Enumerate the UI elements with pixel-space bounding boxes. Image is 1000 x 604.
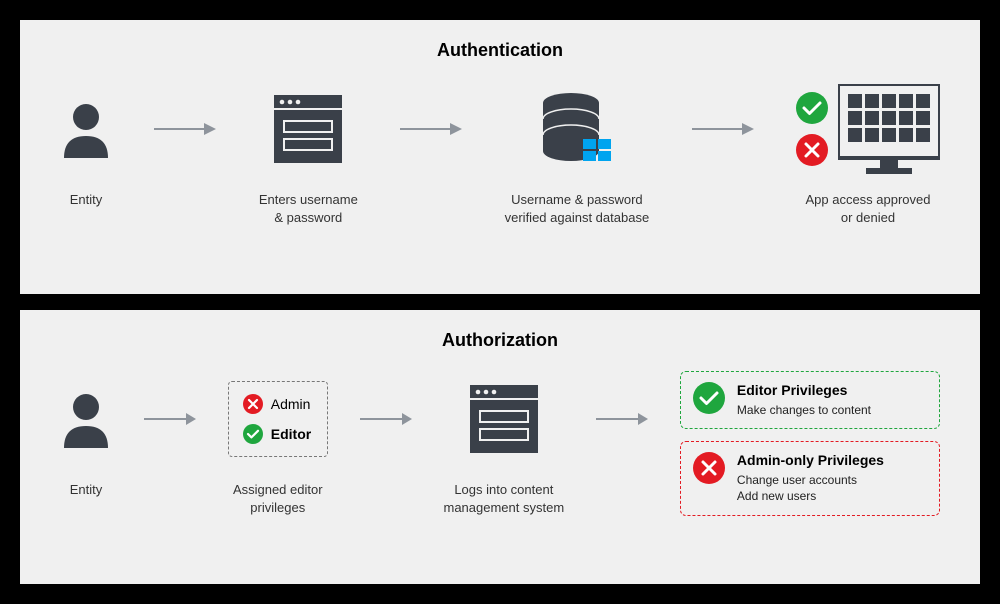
role-admin: Admin (243, 394, 313, 414)
authentication-row: Entity Enters username& password Usernam… (60, 81, 940, 226)
monitor-icon (838, 84, 940, 174)
x-icon (243, 394, 263, 414)
check-icon (693, 382, 725, 414)
admin-priv-desc2: Add new users (737, 488, 884, 504)
editor-priv-desc: Make changes to content (737, 402, 871, 418)
authorization-panel: Authorization Entity Admin Editor (20, 310, 980, 584)
user-icon (60, 390, 112, 448)
authz-step-login: Logs into contentmanagement system (444, 371, 565, 516)
authz-login-label: Logs into contentmanagement system (444, 481, 565, 516)
arrow-icon (360, 411, 412, 427)
auth-enters-label: Enters username& password (259, 191, 358, 226)
authz-assigned-label: Assigned editorprivileges (233, 481, 323, 516)
check-icon (243, 424, 263, 444)
authz-entity-label: Entity (70, 481, 103, 499)
auth-step-verify: Username & passwordverified against data… (505, 81, 650, 226)
x-icon (796, 134, 828, 166)
authz-step-assigned: Admin Editor Assigned editorprivileges (228, 371, 328, 516)
login-form-icon (274, 95, 342, 163)
authentication-panel: Authentication Entity Enters username& p… (20, 20, 980, 294)
cms-form-icon (470, 385, 538, 453)
role-editor-label: Editor (271, 426, 311, 442)
editor-priv-title: Editor Privileges (737, 382, 871, 398)
arrow-icon (154, 121, 216, 137)
arrow-icon (692, 121, 754, 137)
authz-step-entity: Entity (60, 371, 112, 499)
database-icon (541, 93, 613, 165)
privileges-stack: Editor Privileges Make changes to conten… (680, 371, 940, 516)
auth-step-entity: Entity (60, 81, 112, 209)
admin-priv-desc1: Change user accounts (737, 472, 884, 488)
auth-step-result: App access approvedor denied (796, 81, 940, 226)
authorization-title: Authorization (60, 330, 940, 351)
arrow-icon (144, 411, 196, 427)
arrow-icon (400, 121, 462, 137)
check-icon (796, 92, 828, 124)
authentication-title: Authentication (60, 40, 940, 61)
authorization-row: Entity Admin Editor Assigned editorprivi… (60, 371, 940, 516)
user-icon (60, 100, 112, 158)
admin-privileges-box: Admin-only Privileges Change user accoun… (680, 441, 940, 515)
arrow-icon (596, 411, 648, 427)
auth-step-enters: Enters username& password (259, 81, 358, 226)
auth-entity-label: Entity (70, 191, 103, 209)
role-editor: Editor (243, 424, 313, 444)
admin-priv-title: Admin-only Privileges (737, 452, 884, 468)
auth-result-label: App access approvedor denied (805, 191, 930, 226)
x-icon (693, 452, 725, 484)
auth-verify-label: Username & passwordverified against data… (505, 191, 650, 226)
role-admin-label: Admin (271, 396, 311, 412)
editor-privileges-box: Editor Privileges Make changes to conten… (680, 371, 940, 429)
role-box: Admin Editor (228, 381, 328, 457)
